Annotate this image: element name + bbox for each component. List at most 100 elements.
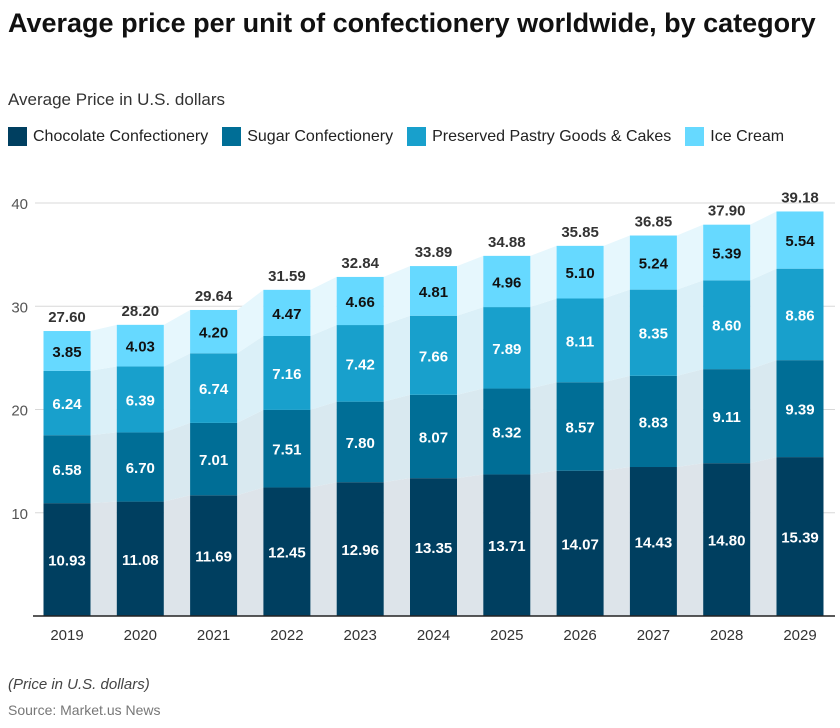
bar-segment bbox=[410, 266, 457, 316]
data-label: 4.81 bbox=[419, 284, 448, 301]
data-label: 14.07 bbox=[561, 536, 599, 553]
data-label: 9.39 bbox=[785, 402, 814, 419]
bar-segment bbox=[556, 245, 604, 299]
bar-segment bbox=[336, 276, 384, 326]
data-label: 8.11 bbox=[566, 333, 594, 350]
data-label: 6.70 bbox=[126, 460, 155, 477]
data-label: 8.32 bbox=[492, 424, 521, 441]
connector-band bbox=[457, 255, 484, 316]
legend: Chocolate Confectionery Sugar Confection… bbox=[8, 127, 784, 146]
bar-segment bbox=[556, 382, 604, 471]
bar-segment bbox=[776, 457, 824, 616]
connector-band bbox=[457, 388, 484, 479]
data-label: 4.66 bbox=[346, 294, 375, 311]
data-label: 8.57 bbox=[565, 419, 594, 436]
connector-band bbox=[90, 432, 117, 504]
connector-band bbox=[750, 268, 777, 370]
total-label: 33.89 bbox=[415, 244, 453, 261]
total-label: 39.18 bbox=[781, 189, 819, 206]
legend-label: Chocolate Confectionery bbox=[33, 127, 209, 145]
y-tick-label: 20 bbox=[11, 403, 28, 420]
data-label: 7.80 bbox=[346, 435, 375, 452]
data-label: 4.20 bbox=[199, 325, 228, 342]
connector-band bbox=[603, 467, 630, 616]
data-label: 3.85 bbox=[52, 344, 81, 361]
bar-segment bbox=[190, 495, 238, 616]
x-tick-label: 2022 bbox=[270, 627, 303, 644]
footnote: (Price in U.S. dollars) bbox=[8, 676, 150, 693]
data-label: 4.03 bbox=[126, 339, 155, 356]
connector-band bbox=[310, 482, 337, 616]
bar-segment bbox=[116, 324, 164, 367]
connector-band bbox=[90, 501, 117, 616]
data-label: 10.93 bbox=[48, 553, 86, 570]
connector-band bbox=[750, 360, 777, 464]
data-label: 5.10 bbox=[565, 265, 594, 282]
connector-band bbox=[90, 324, 117, 371]
y-tick-label: 30 bbox=[11, 299, 28, 316]
bar-segment bbox=[116, 366, 164, 433]
legend-item-pastry[interactable]: Preserved Pastry Goods & Cakes bbox=[407, 127, 671, 146]
x-tick-label: 2021 bbox=[197, 627, 230, 644]
connector-band bbox=[163, 309, 191, 367]
data-label: 8.60 bbox=[712, 318, 741, 335]
data-label: 7.01 bbox=[199, 452, 228, 469]
x-tick-label: 2020 bbox=[124, 627, 157, 644]
total-label: 36.85 bbox=[635, 214, 673, 231]
connector-band bbox=[750, 457, 777, 616]
connector-band bbox=[310, 276, 337, 336]
bar-segment bbox=[263, 409, 311, 488]
connector-band bbox=[310, 401, 337, 488]
legend-item-chocolate[interactable]: Chocolate Confectionery bbox=[8, 127, 208, 146]
data-label: 12.45 bbox=[268, 545, 306, 562]
data-label: 8.86 bbox=[785, 307, 814, 324]
legend-swatch bbox=[407, 127, 427, 146]
connector-band bbox=[676, 463, 704, 616]
bar-segment bbox=[556, 298, 604, 383]
data-label: 9.11 bbox=[713, 409, 741, 426]
legend-item-ice-cream[interactable]: Ice Cream bbox=[685, 127, 784, 146]
bar-segment bbox=[190, 309, 238, 354]
data-label: 7.66 bbox=[419, 348, 448, 365]
x-tick-label: 2028 bbox=[710, 627, 743, 644]
legend-label: Sugar Confectionery bbox=[247, 127, 394, 145]
bar-segment bbox=[776, 360, 824, 458]
connector-band bbox=[603, 289, 630, 383]
bar-segment bbox=[410, 315, 457, 395]
legend-swatch bbox=[8, 127, 27, 146]
total-label: 29.64 bbox=[195, 288, 233, 305]
chart-subtitle: Average Price in U.S. dollars bbox=[8, 90, 226, 109]
legend-label: Ice Cream bbox=[710, 127, 785, 145]
data-label: 7.16 bbox=[272, 366, 301, 383]
y-tick-label: 10 bbox=[11, 506, 28, 523]
bar-segment bbox=[483, 388, 531, 475]
data-label: 5.39 bbox=[712, 246, 741, 263]
bar-segment bbox=[629, 235, 677, 290]
connector-band bbox=[383, 315, 410, 402]
legend-item-sugar[interactable]: Sugar Confectionery bbox=[222, 127, 393, 146]
bar-segment bbox=[629, 467, 677, 616]
data-label: 6.74 bbox=[199, 381, 229, 398]
x-tick-label: 2023 bbox=[344, 627, 377, 644]
connector-band bbox=[603, 375, 630, 471]
x-tick-label: 2026 bbox=[563, 627, 596, 644]
bar-segment bbox=[190, 422, 238, 496]
total-label: 31.59 bbox=[268, 268, 306, 285]
data-label: 4.47 bbox=[272, 306, 301, 323]
data-label: 13.71 bbox=[488, 538, 526, 555]
total-label: 27.60 bbox=[48, 309, 86, 326]
data-label: 8.35 bbox=[639, 326, 668, 343]
data-label: 11.08 bbox=[122, 552, 159, 569]
x-tick-label: 2029 bbox=[783, 627, 816, 644]
bar-segment bbox=[263, 289, 311, 336]
data-label: 6.58 bbox=[52, 462, 81, 479]
x-tick-label: 2025 bbox=[490, 627, 523, 644]
bar-segment bbox=[263, 487, 311, 616]
bar-segment bbox=[410, 394, 457, 479]
data-label: 7.51 bbox=[272, 442, 301, 459]
connector-band bbox=[676, 369, 704, 468]
connector-band bbox=[530, 298, 557, 389]
source-text: Source: Market.us News bbox=[8, 702, 161, 718]
bar-segment bbox=[190, 353, 238, 423]
